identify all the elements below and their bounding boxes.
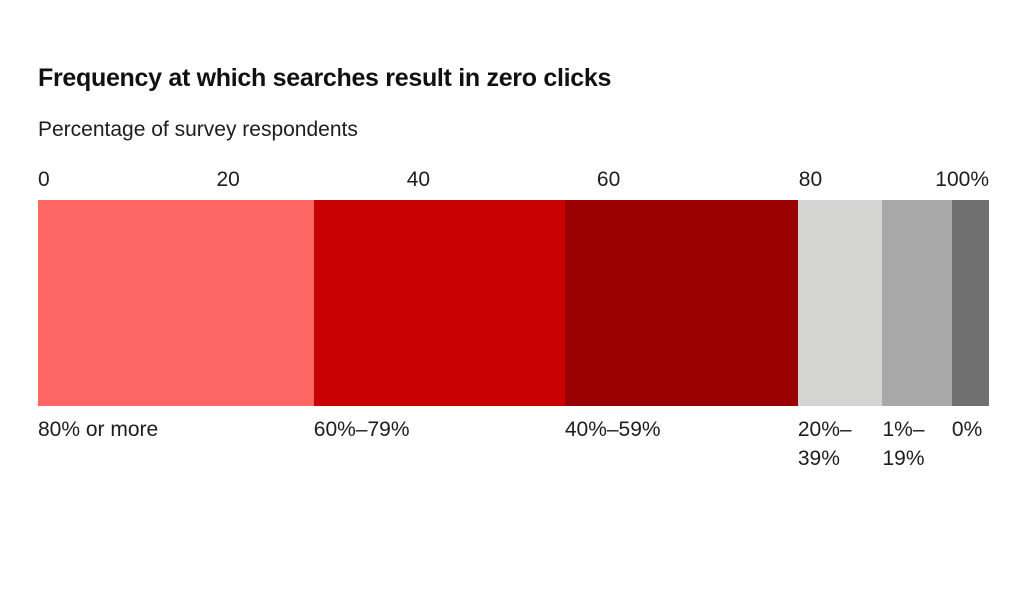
stacked-bar [38, 199, 989, 406]
x-axis-tick-80: 80 [798, 167, 823, 191]
chart-card: Frequency at which searches result in ze… [0, 64, 1024, 485]
bar-segment-5 [882, 199, 952, 406]
bar-segment-2 [313, 199, 565, 406]
segment-label-2: 60%–79% [313, 417, 410, 441]
chart-title: Frequency at which searches result in ze… [38, 64, 612, 92]
segment-label-5: 1%–19% [882, 417, 925, 470]
bar-segment-3 [564, 199, 798, 406]
x-axis: 0 20 40 60 80 100% [38, 168, 989, 192]
bar-segment-6 [951, 199, 989, 406]
bar-segment-1 [38, 199, 314, 406]
chart-subtitle: Percentage of survey respondents [38, 117, 358, 141]
bar-segment-4 [797, 199, 883, 406]
segment-label-1: 80% or more [38, 417, 159, 441]
x-axis-tick-40: 40 [406, 167, 431, 191]
segment-label-6: 0% [951, 417, 983, 441]
segment-label-4: 20%–39% [797, 417, 852, 470]
x-axis-tick-20: 20 [216, 167, 240, 191]
segment-label-3: 40%–59% [564, 417, 661, 441]
segment-labels: 80% or more 60%–79% 40%–59% 20%–39% 1%–19% 0% [38, 415, 989, 485]
x-axis-tick-60: 60 [596, 167, 621, 191]
x-axis-tick-0: 0 [38, 167, 50, 191]
x-axis-tick-100pct: 100% [935, 167, 989, 191]
